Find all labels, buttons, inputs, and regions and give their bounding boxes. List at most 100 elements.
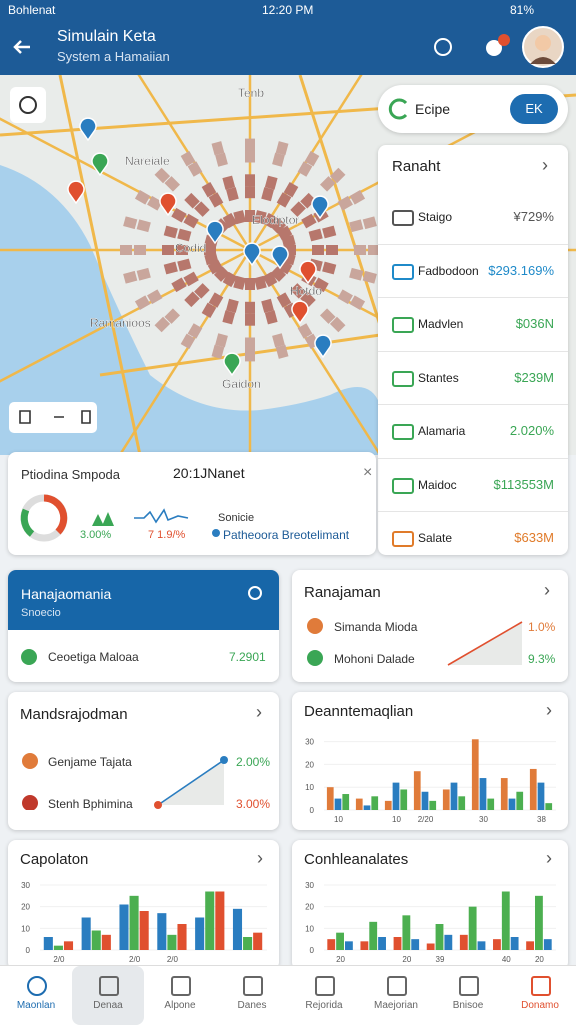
block bbox=[215, 333, 228, 348]
block bbox=[245, 138, 255, 151]
icon bbox=[22, 753, 38, 769]
block bbox=[349, 267, 364, 281]
back-button[interactable] bbox=[10, 35, 34, 59]
map-label: Elodiptor bbox=[252, 213, 299, 227]
icon-button[interactable] bbox=[432, 36, 454, 58]
bar bbox=[139, 911, 149, 950]
y-tick-label: 20 bbox=[305, 903, 314, 912]
row-label: Simanda Mioda bbox=[334, 620, 418, 634]
nav-label: Maejorian bbox=[374, 1000, 418, 1011]
nav-label: Maonlan bbox=[16, 1000, 56, 1011]
block bbox=[201, 302, 217, 319]
nav-tab[interactable]: Denaa bbox=[72, 966, 144, 1025]
bar bbox=[537, 782, 545, 810]
nav-tab[interactable]: Maejorian bbox=[360, 966, 432, 1025]
bar bbox=[510, 937, 519, 950]
row-value: 7.2901 bbox=[229, 650, 266, 664]
map-pin[interactable] bbox=[91, 152, 109, 177]
road bbox=[0, 248, 251, 383]
map-pin[interactable] bbox=[159, 192, 177, 217]
row-icon bbox=[21, 649, 37, 665]
map-pin[interactable] bbox=[271, 245, 289, 270]
block bbox=[194, 201, 210, 217]
stat-card[interactable]: Mandsrajodman › Genjame Tajata 2.00% Ste… bbox=[8, 692, 279, 830]
icon bbox=[486, 40, 502, 56]
block bbox=[213, 266, 230, 282]
notification-button[interactable] bbox=[482, 32, 512, 60]
map-pin[interactable] bbox=[67, 180, 85, 205]
carrier: Bohlenat bbox=[8, 3, 56, 17]
nav-tab[interactable]: Alpone bbox=[144, 966, 216, 1025]
chart-card[interactable]: Deanntemaqlian › 0 10 20 30 10 10 2/20 30 38 bbox=[292, 692, 568, 830]
road bbox=[0, 117, 251, 252]
row-value: 1.0% bbox=[528, 620, 556, 634]
donut-arc bbox=[43, 494, 68, 535]
map-label: Nareiale bbox=[125, 154, 170, 168]
block bbox=[320, 176, 336, 192]
locate-button[interactable] bbox=[10, 87, 46, 123]
bar bbox=[53, 945, 63, 950]
summary-card[interactable]: Hanajaomania Snoecio Ceoetiga Maloaa 7.2… bbox=[8, 570, 279, 682]
chevron[interactable]: › bbox=[256, 702, 262, 722]
stat-card[interactable]: Ranajaman › Simanda Mioda 1.0% Mohoni Da… bbox=[292, 570, 568, 682]
chevron[interactable]: › bbox=[546, 700, 552, 720]
row-icons bbox=[22, 753, 228, 810]
nav-tab[interactable]: Rejorida bbox=[288, 966, 360, 1025]
toggle-button[interactable]: EK bbox=[510, 94, 558, 124]
map-label: Gaidon bbox=[222, 377, 261, 391]
chevron[interactable]: › bbox=[257, 848, 263, 868]
nav-tab[interactable]: Bnisoe bbox=[432, 966, 504, 1025]
bar bbox=[355, 798, 363, 810]
row-value: $633M bbox=[514, 530, 554, 545]
bar bbox=[435, 924, 444, 950]
x-tick-label: 10 bbox=[392, 815, 401, 824]
nav-tab[interactable]: Maonlan bbox=[0, 966, 72, 1025]
map-tool-bar[interactable] bbox=[9, 402, 97, 433]
y-tick-label: 0 bbox=[26, 946, 31, 955]
bar bbox=[508, 798, 516, 810]
block bbox=[270, 266, 287, 282]
nav-label: Denaa bbox=[93, 1000, 123, 1011]
chart-card[interactable]: Conhleanalates › 0 10 20 30 20 20 39 40 20 bbox=[292, 840, 568, 970]
toggle-icon bbox=[388, 98, 408, 120]
block bbox=[312, 245, 324, 255]
bar bbox=[529, 768, 537, 810]
block bbox=[272, 152, 285, 167]
chart-card[interactable]: Capolaton › 0 10 20 30 2/0 2/0 2/0 bbox=[8, 840, 279, 970]
map-pin[interactable] bbox=[206, 220, 224, 245]
row-icon bbox=[392, 370, 414, 387]
row-label: Salate bbox=[418, 531, 453, 545]
close-button[interactable]: × bbox=[363, 464, 373, 481]
block bbox=[233, 275, 247, 290]
map-pin[interactable] bbox=[314, 334, 332, 359]
map-pin[interactable] bbox=[291, 300, 309, 325]
block bbox=[222, 271, 238, 288]
nav-tab[interactable]: Donamo bbox=[504, 966, 576, 1025]
map-pin[interactable] bbox=[79, 117, 97, 142]
tree-icon bbox=[92, 512, 114, 526]
toggle-card[interactable]: Ecipe EK bbox=[378, 85, 568, 133]
chevron[interactable]: › bbox=[544, 580, 550, 600]
chevron[interactable]: › bbox=[546, 848, 552, 868]
bar bbox=[400, 789, 408, 810]
block bbox=[275, 344, 289, 359]
header-subtitle: System a Hamaiian bbox=[57, 49, 170, 64]
row-label: Fadbodoon bbox=[418, 263, 479, 278]
map-pin[interactable] bbox=[223, 352, 241, 377]
info-link[interactable]: Patheoora Breotelimant bbox=[223, 528, 350, 542]
map-pin[interactable] bbox=[311, 195, 329, 220]
map-pin[interactable] bbox=[299, 260, 317, 285]
card-title: Mandsrajodman bbox=[20, 706, 128, 723]
block bbox=[276, 192, 292, 208]
chart-title: Deanntemaqlian bbox=[304, 703, 413, 720]
map-pin[interactable] bbox=[243, 242, 261, 267]
avatar[interactable] bbox=[522, 26, 564, 68]
block bbox=[349, 295, 366, 311]
card-subtitle: Snoecio bbox=[21, 607, 61, 619]
row-value: 3.00% bbox=[236, 797, 271, 811]
bar bbox=[500, 778, 508, 810]
bar bbox=[526, 941, 535, 950]
nav-tab[interactable]: Danes bbox=[216, 966, 288, 1025]
chevron[interactable]: › bbox=[542, 155, 548, 175]
row-label: Mohoni Dalade bbox=[334, 652, 415, 666]
